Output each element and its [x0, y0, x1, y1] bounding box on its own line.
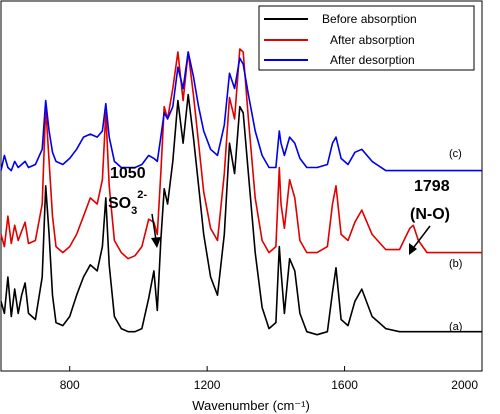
x-tick-label: 1200: [194, 378, 221, 392]
series-tag-a: (a): [449, 321, 462, 333]
series-line-c: [0, 51, 482, 172]
sulfite-wavenumber-label: 1050: [110, 165, 146, 182]
legend: Before absorption After absorption After…: [258, 5, 475, 71]
legend-label-after-desorption: After desorption: [330, 53, 415, 67]
sulfite-formula-label: SO32-: [108, 189, 147, 217]
series-line-b: [0, 48, 482, 260]
legend-label-before: Before absorption: [322, 12, 417, 26]
sulfite-arrow-line: [151, 213, 157, 241]
x-tick-label: 2000: [451, 378, 478, 392]
x-axis-title: Wavenumber (cm⁻¹): [192, 398, 310, 413]
series-tag-c: (c): [449, 148, 462, 160]
series-line-a: [0, 93, 482, 336]
series-tags: (c) (b) (a): [449, 148, 462, 333]
nitroso-wavenumber-label: 1798: [414, 178, 450, 195]
curves-layer: [0, 48, 482, 336]
x-tick-label: 1600: [331, 378, 358, 392]
series-tag-b: (b): [449, 258, 462, 270]
nitroso-arrow-line: [413, 225, 431, 248]
x-tick-label: 800: [60, 378, 80, 392]
annotation-nitroso: 1798 (N-O): [409, 178, 450, 255]
nitroso-arrow-head: [409, 243, 417, 255]
legend-label-after-absorption: After absorption: [330, 33, 415, 47]
x-axis-ticks: 800 1200 1600 2000: [60, 366, 483, 392]
plot-frame: [0, 0, 483, 372]
annotation-sulfite: 1050 SO32-: [108, 165, 161, 248]
sulfite-arrow-head: [151, 237, 161, 248]
nitroso-group-label: (N-O): [410, 206, 450, 223]
